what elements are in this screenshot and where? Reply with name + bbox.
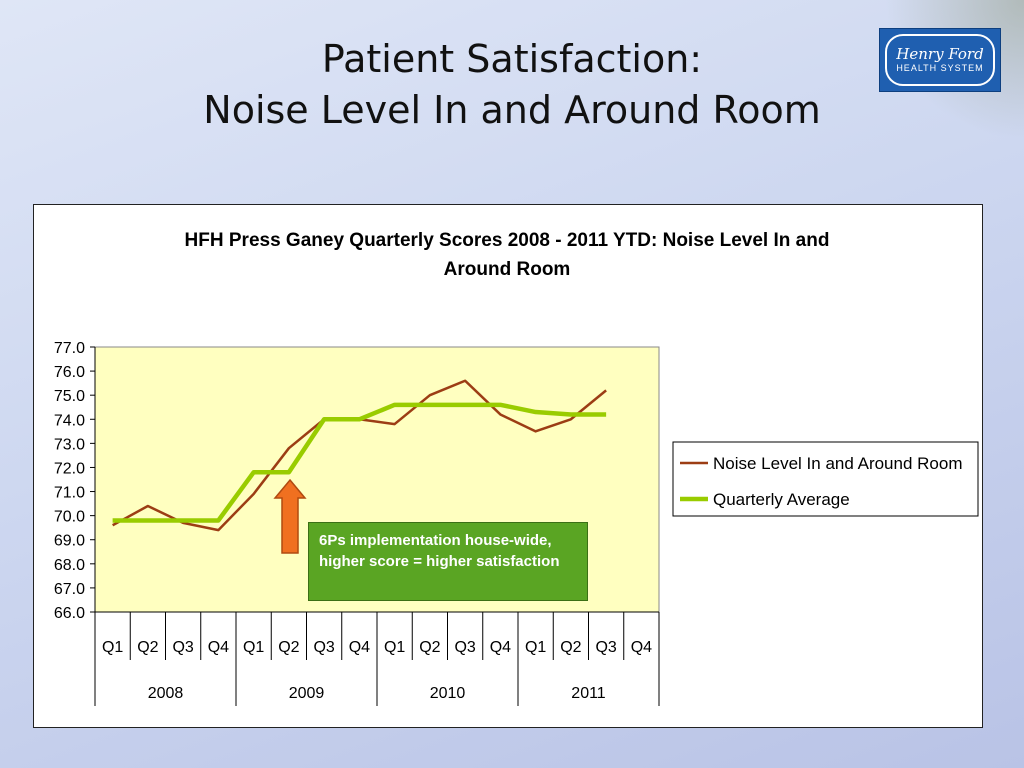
x-tick-label: Q3 — [172, 639, 193, 656]
chart-title-line: HFH Press Ganey Quarterly Scores 2008 - … — [185, 230, 830, 251]
x-group-label: 2009 — [289, 685, 325, 702]
y-tick-label: 75.0 — [54, 388, 85, 405]
x-tick-label: Q4 — [208, 639, 229, 656]
x-tick-label: Q2 — [278, 639, 299, 656]
x-tick-label: Q3 — [313, 639, 334, 656]
y-tick-label: 77.0 — [54, 340, 85, 357]
y-tick-label: 68.0 — [54, 557, 85, 574]
y-tick-label: 66.0 — [54, 605, 85, 622]
y-tick-label: 72.0 — [54, 460, 85, 477]
x-tick-label: Q2 — [419, 639, 440, 656]
x-tick-label: Q3 — [454, 639, 475, 656]
x-tick-label: Q1 — [525, 639, 546, 656]
y-tick-label: 69.0 — [54, 533, 85, 550]
x-group-label: 2008 — [148, 685, 184, 702]
slide-title-line2: Noise Level In and Around Room — [203, 88, 821, 132]
y-tick-label: 74.0 — [54, 412, 85, 429]
x-tick-label: Q1 — [384, 639, 405, 656]
logo-emblem: Henry Ford HEALTH SYSTEM — [885, 34, 995, 86]
x-tick-label: Q4 — [490, 639, 511, 656]
henry-ford-logo: Henry Ford HEALTH SYSTEM — [879, 28, 1001, 92]
legend-box — [672, 441, 979, 517]
x-tick-label: Q2 — [560, 639, 581, 656]
y-tick-label: 71.0 — [54, 485, 85, 502]
x-group-label: 2010 — [430, 685, 466, 702]
y-tick-label: 67.0 — [54, 581, 85, 598]
x-tick-label: Q1 — [243, 639, 264, 656]
legend-label-0: Noise Level In and Around Room — [713, 454, 963, 473]
y-tick-label: 70.0 — [54, 509, 85, 526]
logo-subtext: HEALTH SYSTEM — [896, 63, 984, 73]
x-tick-label: Q3 — [595, 639, 616, 656]
legend-label-1: Quarterly Average — [713, 490, 850, 509]
y-tick-label: 73.0 — [54, 436, 85, 453]
y-tick-label: 76.0 — [54, 364, 85, 381]
slide-title-line1: Patient Satisfaction: — [321, 37, 703, 81]
x-tick-label: Q2 — [137, 639, 158, 656]
slide-title: Patient Satisfaction: Noise Level In and… — [0, 34, 1024, 136]
logo-script-text: Henry Ford — [896, 45, 984, 63]
chart-title-line: Around Room — [444, 259, 571, 280]
annotation-box: 6Ps implementation house-wide, higher sc… — [308, 522, 588, 601]
annotation-arrow — [273, 478, 307, 554]
x-group-label: 2011 — [571, 685, 606, 702]
x-tick-label: Q1 — [102, 639, 123, 656]
series-line-1 — [112, 402, 607, 523]
x-tick-label: Q4 — [631, 639, 652, 656]
x-tick-label: Q4 — [349, 639, 370, 656]
